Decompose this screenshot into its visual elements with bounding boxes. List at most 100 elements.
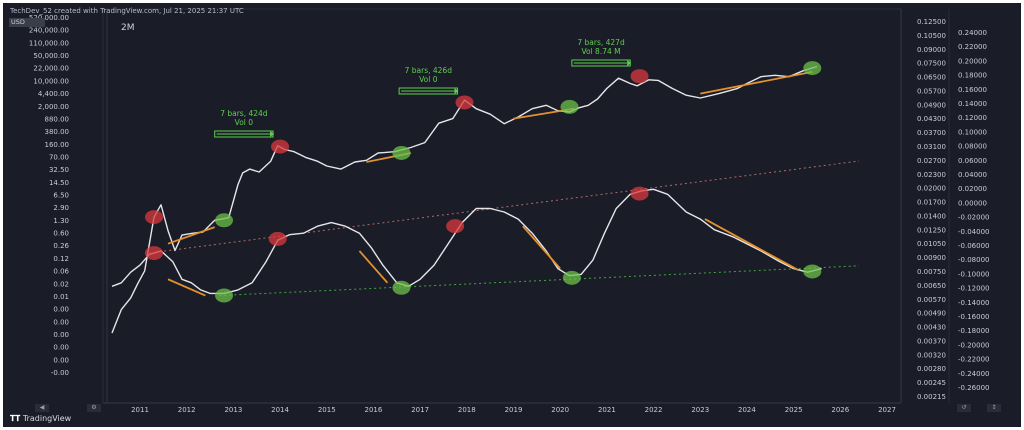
tradingview-logo-icon: 𝐓𝐓	[10, 414, 21, 423]
right-axis-tick-label: 0.03100	[917, 143, 946, 151]
left-axis-tick-label: 0.00	[53, 331, 69, 339]
x-axis-tick-label: 2026	[831, 406, 849, 414]
right-axis-2-tick-label: -0.20000	[958, 341, 989, 349]
interval-label[interactable]: 2M	[121, 23, 135, 33]
left-axis-tick-label: 0.02	[53, 280, 69, 288]
left-axis-tick-label: 0.00	[53, 306, 69, 314]
left-axis-tick-label: 0.26	[53, 242, 69, 250]
right-axis-tick-label: 0.02700	[917, 157, 946, 165]
x-axis-tick-label: 2024	[738, 406, 756, 414]
right-axis-tick-label: 0.00900	[917, 254, 946, 262]
tradingview-logo[interactable]: 𝐓𝐓 TradingView	[10, 414, 71, 424]
cycle-bottom-marker	[560, 99, 579, 114]
cycle-top-marker	[271, 139, 290, 154]
left-axis-tick-label: 14.50	[49, 179, 69, 187]
left-axis-tick-label: 0.00	[53, 356, 69, 364]
left-axis-tick-label: -0.00	[51, 369, 69, 377]
cycle-top-marker	[268, 231, 287, 246]
cycle-top-marker	[145, 246, 164, 261]
x-axis-tick-label: 2012	[178, 406, 196, 414]
scale-button[interactable]: ↕	[987, 404, 1001, 412]
right-axis-2-tick-label: -0.08000	[958, 256, 989, 264]
right-axis-tick-label: 0.02300	[917, 171, 946, 179]
range-annotation-volume: Vol 0	[235, 118, 254, 127]
trend-segment	[358, 250, 389, 284]
cycle-bottom-marker	[215, 213, 234, 228]
right-axis-2-tick-label: 0.10000	[958, 128, 987, 136]
plot-area	[102, 8, 902, 404]
currency-badge[interactable]: USD	[9, 18, 45, 27]
settings-button[interactable]: ⚙	[87, 404, 101, 412]
right-axis-2-tick-label: -0.06000	[958, 242, 989, 250]
left-axis-tick-label: 0.12	[53, 255, 69, 263]
left-axis-tick-label: 2.90	[53, 204, 69, 212]
right-axis-2-tick-label: 0.12000	[958, 114, 987, 122]
x-axis-tick-label: 2020	[551, 406, 569, 414]
right-axis-2-tick-label: -0.12000	[958, 285, 989, 293]
right-axis-tick-label: 0.07500	[917, 60, 946, 68]
cycle-bottom-marker	[803, 61, 822, 76]
cycle-bottom-marker	[392, 145, 411, 160]
left-axis-tick-label: 0.01	[53, 293, 69, 301]
range-annotation-arrowhead	[270, 131, 275, 137]
cycle-bottom-marker	[562, 270, 581, 285]
right-axis-2-tick-label: 0.22000	[958, 43, 987, 51]
right-axis-tick-label: 0.01050	[917, 240, 946, 248]
right-axis-2-tick-label: 0.06000	[958, 157, 987, 165]
x-axis-tick-label: 2015	[318, 406, 336, 414]
left-axis-tick-label: 0.00	[53, 318, 69, 326]
right-axis-2-tick-label: -0.04000	[958, 228, 989, 236]
right-axis-2-tick-label: -0.16000	[958, 313, 989, 321]
cycle-bottom-marker	[215, 288, 234, 303]
range-annotation-volume: Vol 8.74 M	[581, 47, 620, 56]
price-series-line	[111, 65, 818, 334]
left-axis-tick-label: 110,000.00	[29, 39, 69, 47]
trend-segment	[700, 70, 813, 95]
chart-canvas[interactable]: 520,000.00 240,000.00 110,000.00 50,000.00 2…	[3, 3, 1021, 427]
left-axis-tick-label: 0.00	[53, 344, 69, 352]
left-axis-tick-label: 4,400.00	[38, 90, 69, 98]
right-axis-tick-label: 0.00370	[917, 337, 946, 345]
left-axis-tick-label: 240,000.00	[29, 27, 69, 35]
cycle-top-marker	[446, 219, 465, 234]
trend-segment	[167, 278, 206, 297]
x-axis-tick-label: 2013	[224, 406, 242, 414]
scroll-left-button[interactable]: ◀	[35, 404, 49, 412]
x-axis-tick-label: 2027	[878, 406, 896, 414]
tradingview-logo-text: TradingView	[22, 414, 72, 423]
x-axis-tick-label: 2021	[598, 406, 616, 414]
left-axis-tick-label: 32.50	[49, 166, 69, 174]
right-axis-tick-label: 0.03700	[917, 129, 946, 137]
right-axis-2-tick-label: -0.22000	[958, 356, 989, 364]
right-axis-tick-label: 0.01700	[917, 199, 946, 207]
right-axis-tick-label: 0.09000	[917, 46, 946, 54]
right-axis-2-tick-label: 0.14000	[958, 100, 987, 108]
right-axis-2-tick-label: 0.00000	[958, 199, 987, 207]
chart-credit: TechDev_52 created with TradingView.com,…	[10, 7, 244, 15]
cycle-top-marker	[630, 186, 649, 201]
range-annotation-text: 7 bars, 427d	[577, 38, 625, 47]
left-axis-tick-label: 70.00	[49, 153, 69, 161]
left-axis-tick-label: 50,000.00	[33, 52, 69, 60]
cycle-top-marker	[455, 95, 474, 110]
left-axis-tick-label: 10,000.00	[33, 77, 69, 85]
right-axis-2-tick-label: 0.04000	[958, 171, 987, 179]
trend-segment	[167, 226, 216, 245]
right-axis-tick-label: 0.01250	[917, 226, 946, 234]
right-axis-2-tick-label: -0.26000	[958, 384, 989, 392]
right-axis-tick-label: 0.01400	[917, 212, 946, 220]
right-axis-2-tick-label: -0.14000	[958, 299, 989, 307]
right-axis-tick-label: 0.06500	[917, 74, 946, 82]
x-axis-tick-label: 2023	[691, 406, 709, 414]
right-axis-tick-label: 0.00570	[917, 296, 946, 304]
right-axis-tick-label: 0.00490	[917, 310, 946, 318]
left-axis-tick-label: 0.60	[53, 230, 69, 238]
range-annotation-text: 7 bars, 424d	[220, 109, 268, 118]
right-axis-tick-label: 0.00430	[917, 324, 946, 332]
right-axis-tick-label: 0.12500	[917, 18, 946, 26]
reset-button[interactable]: ↺	[957, 404, 971, 412]
right-axis-2-tick-label: 0.18000	[958, 72, 987, 80]
cycle-top-marker	[145, 210, 164, 225]
left-axis-tick-label: 1.30	[53, 217, 69, 225]
right-axis-tick-label: 0.10500	[917, 32, 946, 40]
